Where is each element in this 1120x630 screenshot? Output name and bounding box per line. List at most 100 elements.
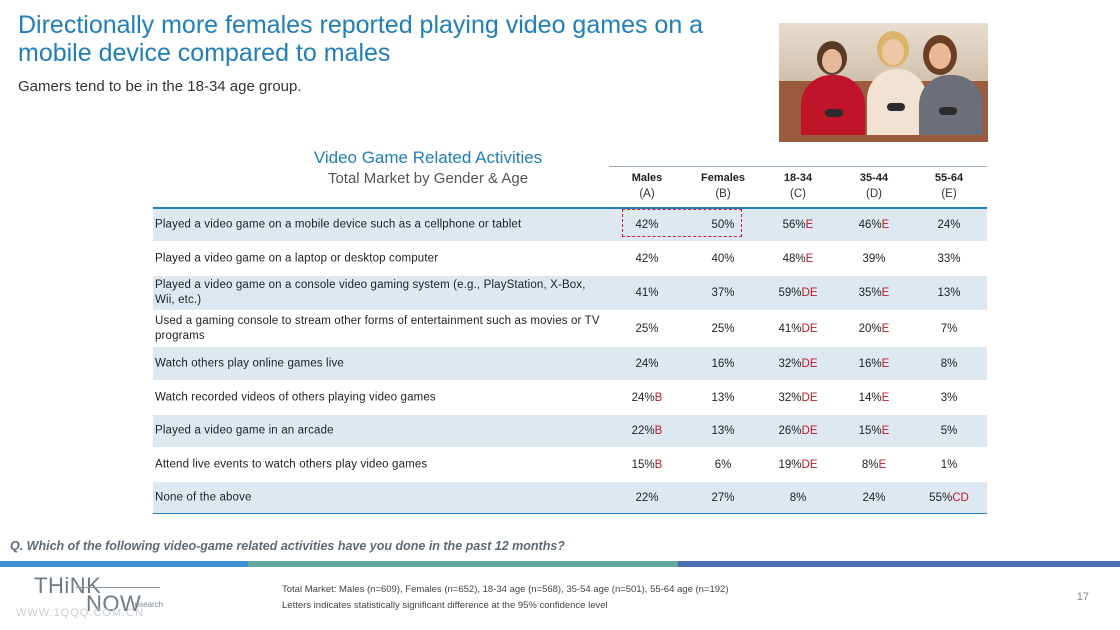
significance-letters: E	[881, 322, 890, 335]
column-header-letter: (C)	[790, 188, 806, 200]
table-top-rule	[153, 207, 987, 209]
cell-value: 25%	[711, 322, 735, 335]
significance-letters: DE	[801, 357, 818, 370]
row-label: None of the above	[155, 491, 252, 504]
row-label: Played a video game on a laptop or deskt…	[155, 252, 439, 264]
significance-letters: DE	[801, 425, 818, 437]
cell-value: 3%	[940, 391, 958, 404]
significance-letters: DE	[801, 391, 818, 404]
table-row: Played a video game on a console video g…	[153, 276, 987, 311]
table-cell: 56%E	[760, 219, 836, 231]
significance-letters: DE	[801, 287, 818, 299]
header-divider	[609, 166, 987, 167]
table-cell: 3%	[911, 392, 987, 404]
table-cell: 50%	[685, 219, 761, 231]
table-cell: 22%	[609, 492, 685, 504]
cell-value: 13%	[711, 425, 735, 437]
footer-band-navy	[678, 561, 1120, 567]
table-cell: 25%	[685, 323, 761, 335]
table-row: None of the above 22% 27% 8% 24% 55%CD	[153, 482, 987, 515]
cell-value: 19%	[778, 458, 802, 471]
table-row: Played a video game on a mobile device s…	[153, 209, 987, 242]
table-cell: 6%	[685, 459, 761, 471]
significance-letters: E	[805, 219, 814, 231]
column-header-name: 18-34	[783, 172, 813, 184]
significance-letters: B	[654, 458, 663, 471]
table-cell: 14%E	[836, 392, 912, 404]
cell-value: 50%	[711, 219, 735, 231]
column-header-name: 55-64	[934, 172, 964, 184]
table-cell: 13%	[685, 425, 761, 437]
slide-title: Directionally more females reported play…	[18, 11, 704, 67]
significance-letters: E	[881, 219, 890, 231]
footnote: Total Market: Males (n=609), Females (n=…	[282, 582, 729, 614]
cell-value: 41%	[778, 322, 802, 335]
footer-band-teal	[248, 561, 678, 567]
column-header-name: 35-44	[859, 172, 889, 184]
significance-letters: B	[654, 425, 663, 437]
column-header-letter: (B)	[715, 188, 731, 200]
cell-value: 46%	[858, 219, 882, 231]
cell-value: 15%	[858, 425, 882, 437]
table-cell: 41%DE	[760, 323, 836, 335]
table-cell: 42%	[609, 219, 685, 231]
cell-value: 16%	[858, 357, 882, 370]
column-header: Females (B)	[685, 170, 761, 202]
cell-value: 59%	[778, 287, 802, 299]
column-header-letter: (E)	[941, 188, 957, 200]
cell-value: 39%	[862, 252, 886, 265]
cell-value: 56%	[782, 219, 806, 231]
cell-value: 25%	[635, 322, 659, 335]
significance-letters: E	[881, 425, 890, 437]
table-cell: 42%	[609, 253, 685, 265]
table-cell: 41%	[609, 287, 685, 299]
cell-value: 37%	[711, 287, 735, 299]
table-cell: 25%	[609, 323, 685, 335]
cell-value: 16%	[711, 357, 735, 370]
cell-value: 13%	[937, 287, 961, 299]
table-cell: 27%	[685, 492, 761, 504]
table-cell: 39%	[836, 253, 912, 265]
row-label: Attend live events to watch others play …	[155, 458, 428, 470]
table-cell: 24%B	[609, 392, 685, 404]
table-row: Watch others play online games live 24% 16…	[153, 347, 987, 381]
table-row: Played a video game on a laptop or deskt…	[153, 242, 987, 276]
table-cell: 8%	[911, 358, 987, 370]
cell-value: 6%	[714, 458, 732, 471]
footer-band-blue	[0, 561, 248, 567]
table-cell: 24%	[609, 358, 685, 370]
cell-value: 40%	[711, 252, 735, 265]
cell-value: 33%	[937, 252, 961, 265]
table-row: Played a video game in an arcade 22%B 13% 2…	[153, 415, 987, 448]
significance-letters: B	[654, 391, 663, 404]
activities-table: Played a video game on a mobile device s…	[153, 209, 987, 515]
table-cell: 40%	[685, 253, 761, 265]
cell-value: 32%	[778, 391, 802, 404]
cell-value: 24%	[862, 492, 886, 504]
table-cell: 32%DE	[760, 358, 836, 370]
table-cell: 46%E	[836, 219, 912, 231]
cell-value: 13%	[711, 391, 735, 404]
table-cell: 59%DE	[760, 287, 836, 299]
table-cell: 8%	[760, 492, 836, 504]
row-label: Played a video game on a mobile device s…	[155, 218, 522, 231]
significance-letters: DE	[801, 458, 818, 471]
table-bottom-rule	[153, 513, 987, 514]
column-header: 18-34 (C)	[760, 170, 836, 202]
column-header-letter: (A)	[639, 188, 655, 200]
footnote-sample-sizes: Total Market: Males (n=609), Females (n=…	[282, 584, 729, 595]
cell-value: 20%	[858, 322, 882, 335]
cell-value: 24%	[635, 357, 659, 370]
row-label: Used a gaming console to stream other fo…	[155, 314, 600, 342]
table-cell: 19%DE	[760, 459, 836, 471]
footnote-significance: Letters indicates statistically signific…	[282, 600, 608, 611]
table-subtitle: Total Market by Gender & Age	[327, 170, 529, 187]
survey-question: Q. Which of the following video-game rel…	[10, 539, 565, 553]
gamers-photo	[779, 23, 988, 142]
cell-value: 24%	[631, 391, 655, 404]
cell-value: 24%	[937, 219, 961, 231]
table-cell: 8%E	[836, 459, 912, 471]
table-cell: 16%E	[836, 358, 912, 370]
row-label: Watch others play online games live	[155, 357, 344, 369]
table-cell: 24%	[836, 492, 912, 504]
